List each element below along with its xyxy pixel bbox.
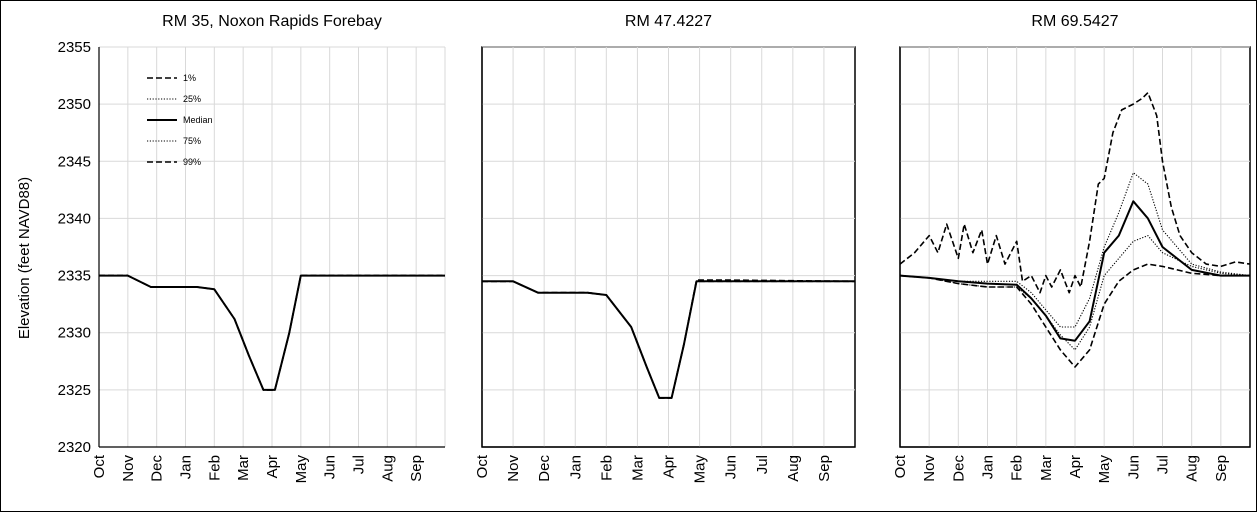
chart-panel-3: RM 69.5427 Oct Nov Dec Jan Feb Mar Apr May Jun Jul… [892,13,1251,484]
series-line [899,200,1250,342]
x-tick-label: Jan [178,455,195,479]
x-tick-label: Apr [661,455,678,478]
x-tick-label: Feb [598,455,615,481]
x-tick-label: Mar [1038,455,1055,481]
x-tick-label: Jun [1125,455,1142,479]
x-tick-label: Nov [120,455,137,482]
x-tick-label: May [293,455,310,484]
x-tick-label: Dec [536,455,553,482]
x-tick-label: Jul [1155,455,1172,474]
legend-label: 99% [183,157,201,167]
legend-label: Median [183,115,213,125]
x-tick-label: May [1096,455,1113,484]
y-tick-label: 2325 [58,382,91,399]
y-tick-label: 2335 [58,268,91,285]
x-tick-label: Mar [629,455,646,481]
y-tick-label: 2350 [58,96,91,113]
x-tick-label: Feb [206,455,223,481]
x-tick-label: Oct [892,454,909,478]
chart-panel-1: RM 35, Noxon Rapids Forebay 2320 2325 2330 2… [58,13,446,484]
x-tick-label: Aug [379,455,396,482]
series-line [899,91,1251,294]
legend-label: 1% [183,73,196,83]
series-line [99,274,445,391]
x-tick-label: Apr [264,455,281,478]
x-tick-label: Jul [351,455,368,474]
series-line [899,235,1251,351]
legend-label: 75% [183,136,201,146]
x-tick-label: Aug [785,455,802,482]
chart-panels: RM 35, Noxon Rapids Forebay 2320 2325 2330 2… [58,13,1251,484]
x-tick-label: Mar [235,455,252,481]
x-tick-label: Sep [816,455,833,482]
x-tick-label: Oct [474,454,491,478]
y-tick-label: 2330 [58,325,91,342]
x-tick-label: Oct [91,454,108,478]
chart-title: RM 47.4227 [625,13,712,30]
chart-title: RM 69.5427 [1031,13,1118,30]
legend-label: 25% [183,94,201,104]
x-tick-label: Jun [723,455,740,479]
x-tick-label: Dec [149,455,166,482]
x-tick-label: Sep [408,455,425,482]
series-line [899,172,1251,328]
x-tick-label: Dec [950,455,967,482]
x-tick-label: Jan [980,455,997,479]
x-tick-label: Apr [1067,455,1084,478]
x-tick-label: Jul [754,455,771,474]
x-tick-label: Feb [1009,455,1026,481]
x-tick-label: Jan [567,455,584,479]
x-tick-label: Sep [1213,455,1230,482]
series-line [482,279,856,399]
x-tick-label: May [692,455,709,484]
x-tick-label: Nov [921,455,938,482]
y-tick-label: 2340 [58,210,91,227]
y-tick-label: 2345 [58,153,91,170]
y-tick-label: 2355 [58,39,91,56]
legend: 1% 25% Median 75% 99% [147,73,213,167]
x-tick-label: Aug [1184,455,1201,482]
series-line [899,263,1250,368]
x-tick-label: Nov [505,455,522,482]
x-tick-label: Jun [322,455,339,479]
chart-title: RM 35, Noxon Rapids Forebay [162,13,382,30]
y-axis-label: Elevation (feet NAVD88) [16,177,33,339]
y-tick-label: 2320 [58,439,91,456]
chart-panel-2: RM 47.4227 Oct Nov Dec Jan Feb Mar Apr May Jun Jul… [474,13,856,484]
